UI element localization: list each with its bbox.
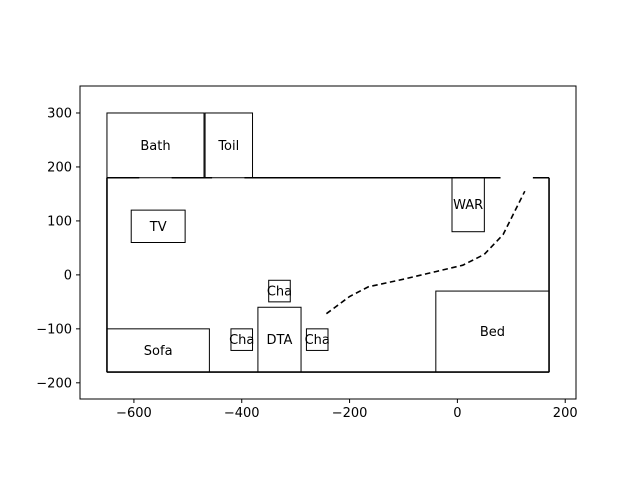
furniture-label: Cha — [305, 333, 330, 348]
furniture-cha: Cha — [229, 328, 254, 351]
furniture-label: DTA — [267, 333, 293, 348]
furniture-box — [204, 112, 254, 179]
furniture-box — [257, 306, 302, 373]
y-tick-label: −100 — [36, 322, 72, 337]
x-axis-ticks: −600 −400 −200 0 200 — [116, 399, 578, 421]
x-tick-label: −400 — [224, 406, 260, 421]
y-axis-ticks: −200 −100 0 100 200 300 — [36, 106, 80, 391]
y-tick-label: 100 — [47, 214, 72, 229]
furniture-box — [230, 328, 254, 351]
furniture-tv: TV — [130, 209, 186, 244]
furniture-cha: Cha — [305, 328, 330, 351]
furniture-layer: Bath Toil TV WAR Sofa Cha Cha DTA Cha Bed — [106, 112, 550, 373]
axes-frame — [79, 85, 577, 400]
furniture-box — [106, 328, 210, 373]
furniture-box — [130, 209, 186, 244]
y-tick-label: 200 — [47, 160, 72, 175]
furniture-sofa: Sofa — [106, 328, 210, 373]
furniture-box — [305, 328, 329, 351]
furniture-bed: Bed — [435, 290, 550, 373]
furniture-label: Bed — [480, 325, 505, 340]
furniture-label: WAR — [453, 198, 483, 213]
furniture-label: Bath — [140, 139, 170, 154]
walking-path — [325, 190, 526, 315]
x-tick-label: 200 — [553, 406, 578, 421]
furniture-cha: Cha — [267, 279, 292, 303]
furniture-box — [268, 279, 291, 303]
furniture-label: Toil — [217, 139, 239, 154]
x-tick-label: −200 — [332, 406, 368, 421]
furniture-box — [106, 112, 205, 179]
y-tick-label: −200 — [36, 376, 72, 391]
x-tick-label: −600 — [116, 406, 152, 421]
x-tick-label: 0 — [453, 406, 461, 421]
furniture-label: Cha — [229, 333, 254, 348]
y-tick-label: 300 — [47, 106, 72, 121]
furniture-label: Sofa — [144, 344, 173, 359]
furniture-war: WAR — [451, 177, 485, 233]
furniture-label: TV — [149, 220, 167, 235]
furniture-dta: DTA — [257, 306, 302, 373]
furniture-box — [435, 290, 550, 373]
furniture-bath: Bath — [106, 112, 205, 179]
furniture-label: Cha — [267, 285, 292, 300]
furniture-box — [451, 177, 485, 233]
y-tick-label: 0 — [64, 268, 72, 283]
furniture-toil: Toil — [204, 112, 254, 179]
